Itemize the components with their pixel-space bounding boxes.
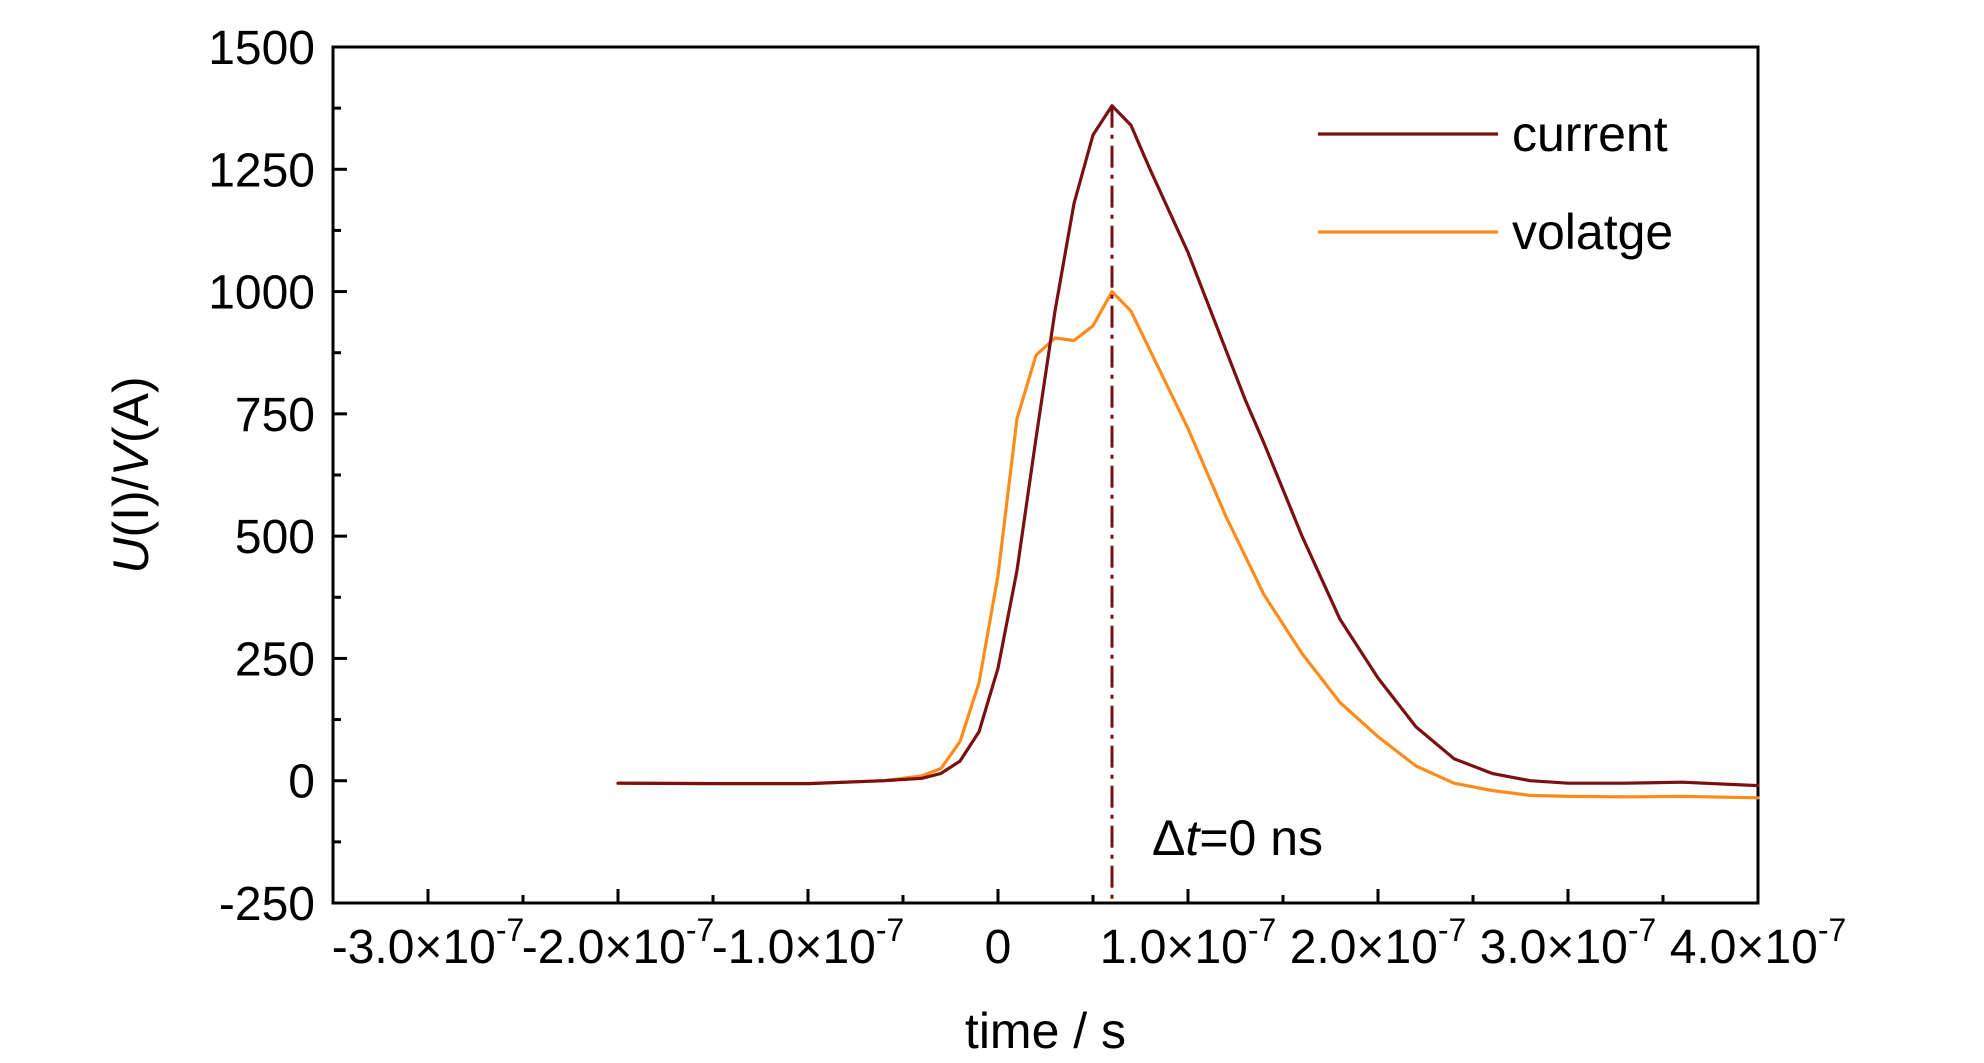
x-axis-title: time / s (965, 1003, 1126, 1059)
legend-label-current: current (1512, 106, 1668, 162)
x-tick-label: 1.0×10-7 (1100, 912, 1277, 974)
x-tick-label: -3.0×10-7 (332, 912, 525, 974)
y-tick-label: 250 (235, 633, 315, 686)
y-axis-title: U(I)/V(A) (103, 376, 159, 573)
y-tick-label: 1000 (208, 267, 315, 320)
x-tick-label: 0 (985, 921, 1012, 974)
x-tick-label: 3.0×10-7 (1480, 912, 1657, 974)
x-tick-label: -1.0×10-7 (712, 912, 905, 974)
y-tick-label: 1250 (208, 144, 315, 197)
y-tick-label: -250 (219, 878, 315, 931)
x-tick-label: 2.0×10-7 (1290, 912, 1467, 974)
y-tick-label: 750 (235, 389, 315, 442)
y-tick-label: 500 (235, 511, 315, 564)
plot-area: -250 0 250 500 750 1000 1250 1500 -3.0×10-7-2.0×… (208, 22, 1846, 974)
y-tick-label: 1500 (208, 22, 315, 75)
plot-frame (333, 47, 1758, 903)
x-tick-label: -2.0×10-7 (522, 912, 715, 974)
y-tick-label: 0 (288, 756, 315, 809)
x-tick-label: 4.0×10-7 (1670, 912, 1847, 974)
legend-label-volatge: volatge (1512, 204, 1673, 260)
series-line-volatge (618, 292, 1758, 798)
delta-t-annotation: Δt=0 ns (1152, 810, 1323, 866)
